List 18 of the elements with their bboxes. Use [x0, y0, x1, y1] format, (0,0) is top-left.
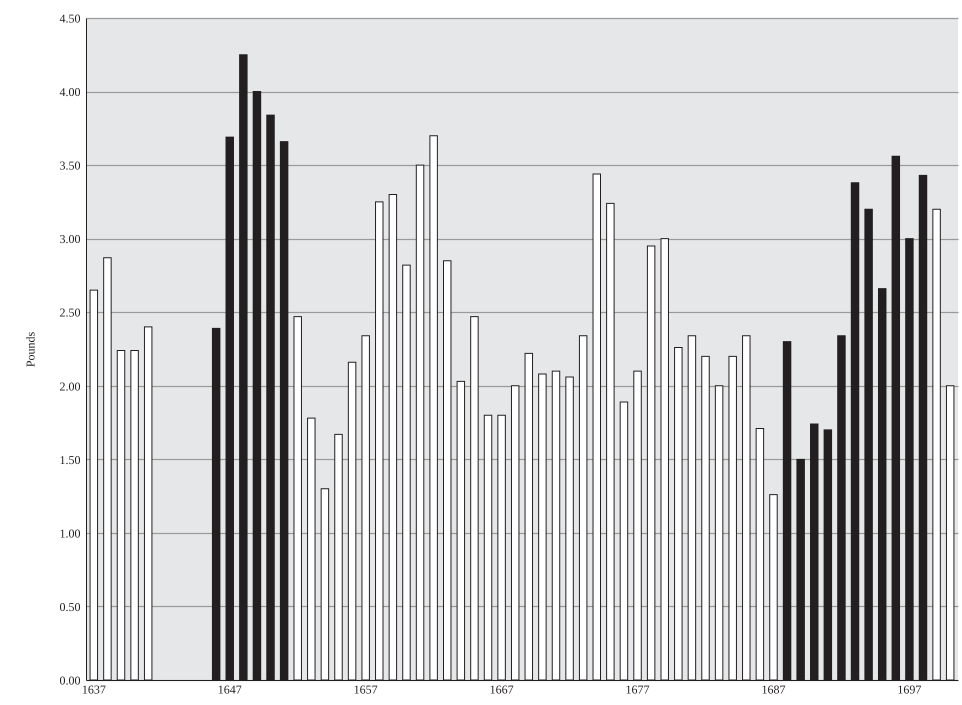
x-tick-label: 1667: [490, 682, 514, 696]
y-tick-label: 3.50: [60, 158, 80, 173]
x-tick-label: 1637: [82, 682, 106, 696]
y-tick-label: 3.00: [60, 232, 80, 246]
x-tick-label: 1687: [761, 682, 786, 696]
x-tick-label: 1677: [626, 682, 650, 696]
y-tick-label: 4.50: [60, 12, 80, 26]
y-tick-label: 0.00: [60, 674, 80, 688]
y-tick-label: 1.00: [60, 526, 80, 540]
y-tick-label: 2.00: [60, 379, 80, 394]
x-tick-label: 1657: [354, 682, 378, 696]
x-tick-label: 1697: [897, 682, 922, 696]
y-tick-label: 2.50: [60, 306, 80, 320]
y-tick-label: 0.50: [60, 600, 80, 614]
y-axis-title: Pounds: [24, 332, 38, 368]
x-tick-label: 1647: [218, 682, 242, 696]
y-tick-label: 4.00: [60, 85, 80, 100]
y-tick-label: 1.50: [60, 452, 80, 467]
